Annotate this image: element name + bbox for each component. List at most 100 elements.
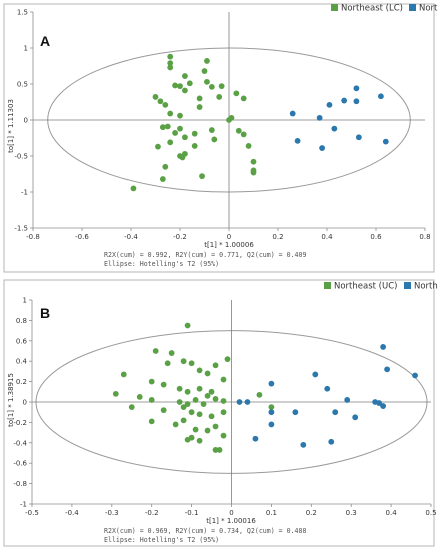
ellipse-note-b: Ellipse: Hotelling's T2 (95%) [104, 536, 219, 544]
stats-line-a: R2X(cum) = 0.992, R2Y(cum) = 0.771, Q2(c… [104, 251, 306, 259]
northeast-point-a [172, 82, 179, 89]
north-point-b [252, 435, 259, 442]
northeast-point-a [211, 136, 218, 143]
northeast-point-b [208, 413, 215, 420]
northeast-point-a [177, 112, 183, 119]
northeast-point-b [120, 371, 127, 378]
x-tick-label-a: -0.2 [173, 233, 187, 241]
north-point-b [268, 380, 275, 387]
y-tick-label-a: 0 [24, 117, 28, 125]
northeast-point-a [250, 158, 257, 165]
northeast-point-a [179, 154, 186, 161]
x-tick-label-b: -0.3 [105, 509, 119, 517]
northeast-point-b [208, 388, 215, 395]
x-tick-label-a: -0.8 [26, 233, 40, 241]
northeast-point-a [152, 94, 159, 100]
y-tick-label-b: 1 [23, 297, 27, 305]
northeast-point-b [192, 426, 199, 433]
northeast-point-a [191, 143, 198, 149]
north-point-a [289, 110, 296, 117]
legend-label-northeast-a: Northeast (LC) [341, 4, 403, 14]
northeast-point-b [184, 322, 191, 329]
north-point-b [268, 409, 275, 416]
northeast-point-b [220, 398, 227, 404]
northeast-point-a [182, 134, 188, 141]
northeast-point-b [216, 447, 223, 453]
x-tick-label-b: 0.2 [306, 509, 317, 517]
north-point-a [294, 137, 301, 144]
y-tick-label-b: -0.2 [13, 419, 27, 427]
y-tick-label-b: -1 [20, 501, 27, 509]
x-tick-label-a: -0.6 [75, 233, 89, 241]
northeast-point-b [176, 385, 183, 392]
northeast-point-b [184, 401, 191, 407]
y-tick-label-b: 0 [23, 399, 27, 407]
northeast-point-a [235, 127, 242, 134]
x-axis-label-b: t[1] * 1.00016 [206, 517, 256, 525]
northeast-point-a [167, 64, 174, 71]
score-plot-a: A Northeast (LC) North -0.8 -0.6 -0.4 -0.2 0 0… [3, 3, 438, 273]
northeast-point-b [196, 385, 203, 392]
northeast-point-b [168, 350, 175, 356]
north-point-a [319, 145, 325, 151]
northeast-point-a [130, 185, 137, 192]
northeast-point-a [196, 95, 203, 102]
northeast-point-b [172, 421, 179, 428]
northeast-point-b [160, 381, 167, 388]
northeast-point-a [182, 87, 188, 94]
y-tick-label-a: 1.5 [17, 9, 28, 17]
north-point-a [326, 101, 333, 108]
northeast-point-b [164, 360, 171, 367]
y-tick-label-b: 0.4 [16, 358, 28, 366]
northeast-point-a [177, 83, 183, 90]
northeast-point-a [167, 53, 174, 60]
northeast-point-a [159, 176, 166, 182]
y-tick-label-b: -0.4 [13, 439, 27, 447]
northeast-point-b [196, 411, 203, 418]
legend-swatch-northeast-b [324, 282, 331, 289]
northeast-point-b [160, 407, 167, 414]
northeast-point-b [180, 417, 187, 424]
x-tick-label-a: -0.4 [124, 233, 138, 241]
northeast-point-a [218, 83, 225, 90]
northeast-point-b [220, 376, 227, 383]
north-point-b [344, 397, 351, 403]
x-tick-label-b: -0.5 [25, 509, 39, 517]
northeast-point-a [204, 58, 210, 64]
northeast-point-b [204, 427, 211, 434]
y-tick-label-a: -0.5 [14, 153, 28, 161]
y-tick-label-b: 0.2 [16, 378, 27, 386]
legend-a: Northeast (LC) North [331, 4, 438, 14]
ellipse-note-a: Ellipse: Hotelling's T2 (95%) [104, 260, 219, 268]
x-tick-label-b: 0.1 [266, 509, 277, 517]
plot-a-frame [3, 3, 435, 273]
northeast-point-a [157, 98, 164, 105]
northeast-point-a [250, 169, 257, 176]
northeast-point-a [240, 131, 247, 138]
northeast-point-b [148, 397, 155, 403]
y-tick-label-a: -1.5 [14, 225, 28, 233]
northeast-point-a [172, 130, 179, 136]
northeast-point-b [256, 391, 263, 398]
northeast-point-a [208, 127, 215, 133]
north-point-b [384, 366, 391, 373]
north-point-b [372, 399, 379, 405]
legend-swatch-north-b [404, 282, 411, 289]
north-point-b [268, 421, 275, 428]
northeast-point-a [245, 143, 252, 149]
plot-b-frame [3, 279, 435, 547]
northeast-point-b [196, 367, 203, 374]
north-point-a [378, 93, 384, 100]
northeast-point-b [204, 370, 211, 377]
north-point-b [412, 372, 418, 379]
northeast-point-a [191, 130, 198, 137]
northeast-point-b [152, 348, 159, 354]
northeast-point-a [155, 143, 161, 150]
northeast-point-b [188, 434, 195, 441]
north-point-b [324, 385, 331, 392]
northeast-point-b [192, 397, 199, 403]
northeast-point-a [233, 90, 240, 97]
northeast-point-b [204, 392, 211, 399]
score-plot-b: B Northeast (UC) North -0.5 -0.4 -0.3 -0.2 -0… [3, 279, 438, 547]
